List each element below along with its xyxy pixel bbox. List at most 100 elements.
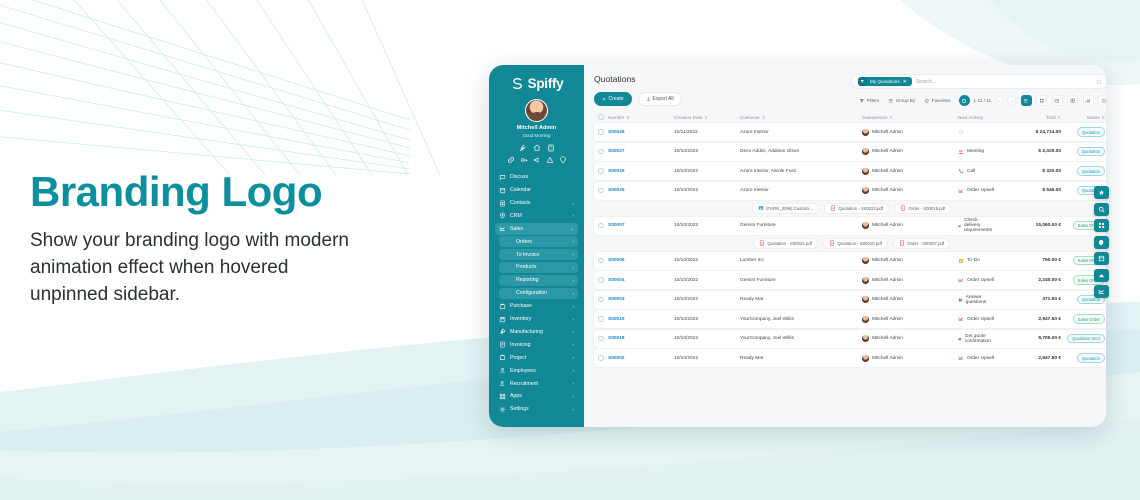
- cell-next-activity[interactable]: Answer questions: [958, 295, 995, 305]
- sidebar-item-recruitment[interactable]: Recruitment ›: [495, 378, 578, 390]
- attachment-chip[interactable]: Quotation - S00023.pdf: [752, 237, 818, 249]
- profile-block[interactable]: Mitchell Admin Good Morning: [489, 97, 584, 138]
- cell-number[interactable]: S00002: [608, 355, 625, 361]
- view-switch-kanban[interactable]: [1036, 95, 1047, 106]
- view-switch-activity[interactable]: [1098, 95, 1106, 106]
- cell-number[interactable]: S00025: [608, 188, 625, 193]
- row-checkbox[interactable]: [598, 277, 608, 283]
- column-header-total[interactable]: Total ⇅: [995, 115, 1061, 120]
- export-all-button[interactable]: Export All: [637, 92, 682, 106]
- column-header-creation-date[interactable]: Creation Date ⇅: [674, 115, 740, 120]
- filters-button[interactable]: Filters: [856, 98, 882, 104]
- search-bar[interactable]: My Quotations ✕ Search...: [851, 74, 1106, 89]
- table-row[interactable]: S00027 10/10/2022 Deco Addict, Addison Ols…: [594, 142, 1106, 161]
- column-header-number[interactable]: Number ⇅: [608, 115, 674, 120]
- search-input[interactable]: Search...: [915, 78, 936, 85]
- record-indicator[interactable]: [958, 95, 970, 106]
- sidebar-item-apps[interactable]: Apps ›: [495, 391, 578, 403]
- column-header-next-activity[interactable]: Next Activity: [958, 115, 995, 120]
- close-icon[interactable]: ✕: [902, 78, 907, 85]
- support-button[interactable]: [1094, 285, 1109, 298]
- group-by-button[interactable]: Group By: [885, 98, 918, 104]
- table-row[interactable]: S00006 10/10/2022 Lumber Inc Mitchell Admin…: [594, 251, 1106, 270]
- row-checkbox[interactable]: [598, 296, 608, 303]
- sidebar-item-manufacturing[interactable]: Manufacturing ›: [495, 326, 578, 338]
- cell-number[interactable]: S00007: [608, 223, 625, 228]
- sidebar-item-contacts[interactable]: Contacts ›: [495, 197, 578, 209]
- favorites-button[interactable]: Favorites: [921, 97, 953, 104]
- sidebar-item-configuration[interactable]: Configuration ›: [499, 287, 578, 300]
- attachment-chip[interactable]: Quotation - S00023.pdf: [824, 202, 889, 214]
- brand-logo[interactable]: Spiffy: [489, 65, 584, 97]
- sidebar-item-employees[interactable]: Employees ›: [495, 365, 578, 377]
- sidebar-item-project[interactable]: Project ›: [495, 352, 578, 364]
- layout-button[interactable]: [1094, 219, 1109, 232]
- color-button[interactable]: [1094, 235, 1109, 249]
- cell-number[interactable]: S00003: [608, 297, 625, 302]
- cell-number[interactable]: S00006: [608, 258, 625, 263]
- link-icon[interactable]: [507, 156, 515, 164]
- cell-number[interactable]: S00004: [608, 277, 625, 283]
- cell-next-activity[interactable]: Meeting: [958, 149, 995, 155]
- cell-number[interactable]: S00028: [608, 129, 625, 135]
- view-switch-graph[interactable]: [1082, 95, 1094, 106]
- table-row[interactable]: S00002 10/10/2022 Ready Mat Mitchell Admin O…: [594, 349, 1106, 367]
- row-checkbox[interactable]: [598, 148, 608, 155]
- select-all-checkbox[interactable]: [598, 114, 608, 120]
- cell-number[interactable]: S00027: [608, 149, 625, 154]
- cell-number[interactable]: S00026: [608, 168, 625, 174]
- cell-next-activity[interactable]: Order Upsell: [958, 277, 995, 283]
- sidebar-item-settings[interactable]: Settings ›: [495, 404, 578, 416]
- table-row[interactable]: S00004 10/10/2022 Gemini Furniture Mitchell…: [594, 271, 1106, 289]
- bug-icon[interactable]: [546, 156, 554, 164]
- row-checkbox[interactable]: [598, 187, 608, 194]
- cell-next-activity[interactable]: To-Do: [958, 258, 995, 264]
- create-button[interactable]: Create: [594, 92, 632, 106]
- row-checkbox[interactable]: [598, 129, 608, 135]
- row-checkbox[interactable]: [598, 355, 608, 361]
- home-icon[interactable]: [533, 144, 541, 152]
- row-checkbox[interactable]: [598, 257, 608, 264]
- sidebar-item-sales[interactable]: Sales ⌄: [495, 223, 578, 235]
- pin-icon[interactable]: [559, 155, 567, 164]
- search-facet-my-quotations[interactable]: My Quotations ✕: [858, 77, 912, 86]
- attachment-chip[interactable]: Order - S00015.pdf: [893, 202, 952, 214]
- sidebar-item-invoicing[interactable]: Invoicing ›: [495, 339, 578, 351]
- star-button[interactable]: [1094, 186, 1109, 199]
- cell-number[interactable]: S00019: [608, 316, 625, 322]
- sidebar-item-products[interactable]: Products ›: [499, 261, 578, 274]
- sidebar-item-reporting[interactable]: Reporting ›: [499, 274, 578, 287]
- row-checkbox[interactable]: [598, 222, 608, 229]
- search-icon[interactable]: [1096, 79, 1102, 85]
- table-row[interactable]: S00026 10/10/2022 Azure Interior, Nicole F…: [594, 162, 1106, 180]
- settings-tools-icon[interactable]: [519, 144, 527, 152]
- cell-next-activity[interactable]: Get quote confirmation: [958, 334, 995, 344]
- sidebar-item-to-invoice[interactable]: To Invoice ›: [499, 248, 578, 261]
- sidebar-item-purchase[interactable]: Purchase ›: [495, 300, 578, 312]
- sidebar-item-calendar[interactable]: Calendar: [495, 184, 578, 196]
- table-row[interactable]: S00007 10/10/2022 Gemini Furniture Mitchell…: [594, 216, 1106, 235]
- row-checkbox[interactable]: [598, 168, 608, 174]
- row-checkbox[interactable]: [598, 335, 608, 342]
- table-row[interactable]: S00018 10/10/2022 YourCompany, Joel Willis…: [594, 329, 1106, 348]
- prev-page-button[interactable]: ←: [995, 96, 1004, 105]
- table-row[interactable]: S00028 10/11/2022 Azure Interior Mitchell A…: [594, 123, 1106, 141]
- column-header-status[interactable]: Status ⇅: [1061, 115, 1105, 120]
- table-row[interactable]: S00019 10/10/2022 YourCompany, Joel Willis…: [594, 310, 1106, 328]
- column-header-customer[interactable]: Customer ⇅: [740, 115, 862, 120]
- sidebar-item-crm[interactable]: CRM ›: [495, 210, 578, 222]
- row-checkbox[interactable]: [598, 316, 608, 322]
- next-page-button[interactable]: →: [1007, 96, 1016, 105]
- cell-next-activity[interactable]: Order Upsell: [958, 188, 995, 194]
- table-row[interactable]: S00003 10/10/2022 Ready Mat Mitchell Admin A…: [594, 290, 1106, 309]
- cell-next-activity[interactable]: Check delivery requirements: [958, 218, 995, 233]
- table-row[interactable]: S00025 10/10/2022 Azure Interior Mitchell A…: [594, 181, 1106, 200]
- cell-next-activity[interactable]: Order Upsell: [958, 355, 995, 361]
- search-button[interactable]: [1094, 202, 1109, 216]
- cell-next-activity[interactable]: [958, 129, 995, 135]
- cell-number[interactable]: S00018: [608, 336, 625, 341]
- sidebar-item-orders[interactable]: Orders ›: [499, 235, 578, 248]
- attachment-chip[interactable]: Order - S00007.pdf: [892, 237, 951, 249]
- key-icon[interactable]: [520, 156, 528, 164]
- attachment-chip[interactable]: Quotation - S00010.pdf: [822, 237, 888, 249]
